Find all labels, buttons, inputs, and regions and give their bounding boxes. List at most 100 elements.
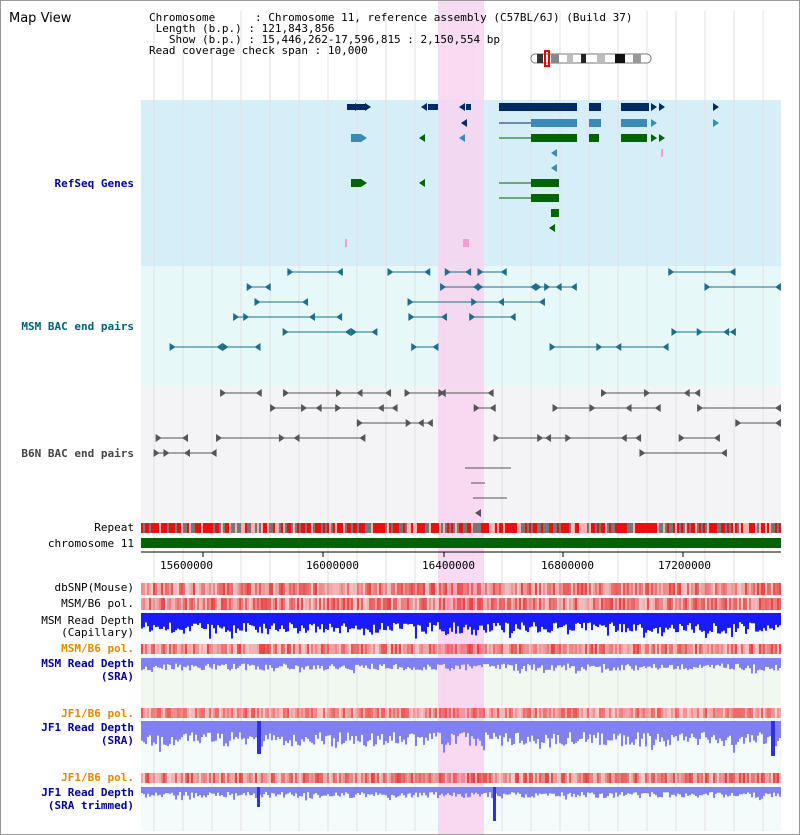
track-label-msm-depth-sra[interactable]: MSM Read Depth bbox=[41, 657, 134, 670]
read-depth-bar bbox=[497, 658, 499, 665]
read-depth-bar bbox=[325, 721, 327, 737]
read-depth-bar bbox=[199, 721, 201, 744]
density-mark bbox=[235, 644, 237, 654]
density-mark bbox=[735, 708, 737, 718]
density-mark bbox=[721, 598, 723, 610]
track-label-refseq[interactable]: RefSeq Genes bbox=[54, 177, 134, 190]
density-mark bbox=[289, 583, 291, 595]
density-mark bbox=[657, 598, 659, 610]
read-depth-bar bbox=[449, 787, 451, 796]
density-mark bbox=[349, 583, 351, 595]
density-mark bbox=[507, 598, 509, 610]
density-mark bbox=[271, 708, 273, 718]
density-mark bbox=[397, 583, 399, 595]
repeat-mark bbox=[603, 523, 605, 533]
density-mark bbox=[527, 644, 529, 654]
repeat-mark bbox=[645, 523, 647, 533]
read-depth-bar bbox=[187, 613, 189, 627]
repeat-mark bbox=[283, 523, 285, 533]
read-depth-bar bbox=[379, 787, 381, 794]
density-mark bbox=[683, 773, 685, 783]
density-mark bbox=[743, 773, 745, 783]
track-label-msm-b6-pol-2[interactable]: MSM/B6 pol. bbox=[61, 642, 134, 655]
density-mark bbox=[625, 583, 627, 595]
repeat-mark bbox=[627, 523, 629, 533]
density-mark bbox=[633, 644, 635, 654]
read-depth-bar bbox=[421, 613, 423, 632]
track-label-jf1-depth[interactable]: JF1 Read Depth bbox=[41, 721, 134, 734]
read-depth-bar bbox=[565, 613, 567, 625]
density-mark bbox=[199, 773, 201, 783]
density-mark bbox=[199, 644, 201, 654]
density-mark bbox=[179, 773, 181, 783]
track-label-dbsnp[interactable]: dbSNP(Mouse) bbox=[54, 581, 134, 594]
density-mark bbox=[309, 708, 311, 718]
read-depth-bar bbox=[417, 787, 419, 798]
read-depth-bar bbox=[641, 613, 643, 628]
read-depth-bar bbox=[517, 787, 519, 793]
read-depth-bar bbox=[375, 613, 377, 633]
read-depth-bar bbox=[387, 613, 389, 627]
density-mark bbox=[553, 644, 555, 654]
density-mark bbox=[587, 583, 589, 595]
track-label-b6n-bac[interactable]: B6N BAC end pairs bbox=[21, 447, 134, 460]
read-depth-bar bbox=[519, 787, 521, 794]
read-depth-bar bbox=[559, 721, 561, 744]
density-mark bbox=[247, 773, 249, 783]
density-mark bbox=[387, 773, 389, 783]
density-mark bbox=[681, 644, 683, 654]
density-mark bbox=[649, 583, 651, 595]
density-mark bbox=[191, 708, 193, 718]
density-mark bbox=[737, 583, 739, 595]
density-mark bbox=[633, 708, 635, 718]
read-depth-bar bbox=[249, 721, 251, 737]
read-depth-bar bbox=[275, 658, 277, 669]
density-mark bbox=[355, 598, 357, 610]
read-depth-bar bbox=[747, 613, 749, 630]
density-mark bbox=[635, 773, 637, 783]
read-depth-bar bbox=[437, 787, 439, 799]
density-mark bbox=[233, 644, 235, 654]
track-label-msm-b6-pol[interactable]: MSM/B6 pol. bbox=[61, 597, 134, 610]
density-mark bbox=[287, 598, 289, 610]
density-mark bbox=[319, 644, 321, 654]
density-mark bbox=[311, 773, 313, 783]
repeat-mark bbox=[485, 523, 487, 533]
track-label-jf1-b6-pol[interactable]: JF1/B6 pol. bbox=[61, 707, 134, 720]
density-mark bbox=[177, 583, 179, 595]
density-mark bbox=[447, 708, 449, 718]
density-mark bbox=[729, 644, 731, 654]
density-mark bbox=[159, 598, 161, 610]
read-depth-bar bbox=[717, 613, 719, 634]
track-label-jf1-trim[interactable]: JF1 Read Depth bbox=[41, 786, 134, 799]
read-depth-bar bbox=[145, 787, 147, 798]
read-depth-bar bbox=[327, 721, 329, 736]
read-depth-bar bbox=[453, 658, 455, 670]
density-mark bbox=[555, 583, 557, 595]
density-mark bbox=[627, 583, 629, 595]
read-depth-bar bbox=[607, 787, 609, 797]
track-label-jf1-b6-pol-2[interactable]: JF1/B6 pol. bbox=[61, 771, 134, 784]
density-mark bbox=[289, 598, 291, 610]
density-mark bbox=[615, 708, 617, 718]
read-depth-bar bbox=[283, 613, 285, 629]
density-mark bbox=[523, 598, 525, 610]
density-mark bbox=[181, 598, 183, 610]
track-label-repeat[interactable]: Repeat bbox=[94, 521, 134, 534]
density-mark bbox=[663, 598, 665, 610]
track-label-msm-depth-cap[interactable]: MSM Read Depth bbox=[41, 614, 134, 627]
read-depth-bar bbox=[505, 658, 507, 669]
density-mark bbox=[225, 644, 227, 654]
repeat-mark bbox=[227, 523, 229, 533]
density-mark bbox=[535, 708, 537, 718]
track-label-msm-bac[interactable]: MSM BAC end pairs bbox=[21, 320, 134, 333]
gene-arrow bbox=[713, 103, 719, 111]
density-mark bbox=[279, 773, 281, 783]
gene-arrow bbox=[549, 224, 555, 232]
density-mark bbox=[705, 773, 707, 783]
read-depth-bar bbox=[161, 658, 163, 669]
read-depth-bar bbox=[481, 721, 483, 746]
density-mark bbox=[231, 598, 233, 610]
density-mark bbox=[769, 598, 771, 610]
